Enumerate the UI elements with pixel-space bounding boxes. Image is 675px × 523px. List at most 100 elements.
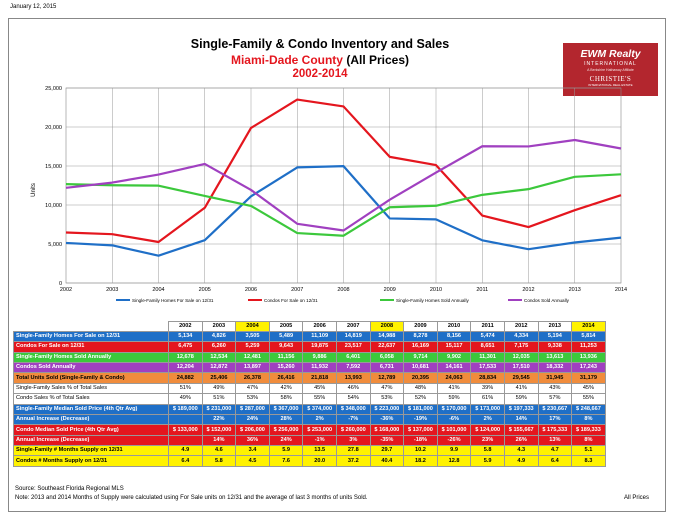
brand-logo: EWM Realty INTERNATIONAL A Berkshire Hat… — [563, 43, 658, 96]
x-tick-label: 2014 — [615, 287, 627, 293]
y-axis-label: Units — [31, 183, 37, 197]
table-row: Condo Median Sold Price (4th Qtr Avg) $ 1… — [13, 424, 606, 436]
table-header-row: 2002 2003 2004 2005 2006 2007 2008 2009 2010 2011… — [14, 321, 606, 332]
table-row-label: Single-Family Homes For Sale on 12/31 — [13, 330, 169, 343]
table-row-label: Total Units Sold (Single-Family & Condo) — [13, 372, 169, 384]
table-cell: 12,789 — [369, 372, 405, 384]
table-cell: -19% — [403, 413, 438, 426]
table-cell: $ 348,000 — [335, 403, 371, 415]
table-cell: 43% — [537, 382, 573, 395]
table-cell: 55% — [302, 393, 337, 405]
table-cell: $ 256,000 — [268, 424, 304, 436]
table-cell: $ 223,000 — [369, 403, 405, 415]
table-row-label: Condos Sold Annually — [13, 361, 169, 374]
table-year-header: 2006 — [302, 321, 337, 332]
table-cell: 53% — [369, 393, 405, 405]
table-cell: 9,714 — [403, 351, 438, 363]
table-cell: 55% — [571, 393, 606, 405]
table-cell: $ 124,000 — [470, 424, 505, 436]
table-cell: 5.8 — [201, 455, 237, 467]
table-cell: 14,161 — [436, 361, 472, 374]
table-cell: 8,278 — [403, 330, 438, 343]
table-cell: 12,035 — [503, 351, 539, 363]
table-cell: $ 152,000 — [201, 424, 237, 436]
table-cell: $ 137,000 — [403, 424, 438, 436]
table-cell: 16,169 — [403, 341, 438, 353]
series-line-1 — [65, 164, 622, 257]
table-cell: $ 175,333 — [537, 424, 573, 436]
y-tick-label: 25,000 — [45, 86, 62, 92]
table-cell: 4,334 — [503, 330, 539, 343]
table-cell: 8,651 — [470, 341, 505, 353]
table-cell: 29.7 — [369, 445, 405, 457]
table-cell: 23% — [470, 434, 505, 447]
table-cell: 14% — [503, 413, 539, 426]
table-row: Single-Family Median Sold Price (4th Qtr… — [13, 403, 606, 415]
table-cell: 5,194 — [537, 330, 573, 343]
table-cell: 61% — [470, 393, 505, 405]
table-cell: 18,332 — [537, 361, 573, 374]
table-cell: 39% — [470, 382, 505, 395]
table-corner — [14, 322, 169, 332]
table-year-header: 2007 — [335, 321, 371, 332]
table-cell: 10.2 — [403, 445, 438, 457]
table-row-label: Single-Family Median Sold Price (4th Qtr… — [13, 403, 169, 415]
table-cell: 46% — [335, 382, 371, 395]
series-line-3 — [65, 173, 622, 237]
table-year-header: 2011 — [470, 321, 505, 332]
table-cell: 19,875 — [302, 341, 337, 353]
table-cell: 47% — [369, 382, 405, 395]
table-cell: 11,301 — [470, 351, 505, 363]
table-cell: 4.9 — [503, 455, 539, 467]
table-cell: 5.1 — [571, 445, 606, 457]
page-date: January 12, 2015 — [10, 4, 57, 10]
table-cell: 3.4 — [235, 445, 270, 457]
table-cell: 59% — [436, 393, 472, 405]
table-row: Condo Sales % of Total Sales 49% 51% 53% 58%… — [13, 393, 606, 405]
table-cell: 11,253 — [571, 341, 606, 353]
table-cell: $ 253,000 — [302, 424, 337, 436]
table-row-label: Annual Increase (Decrease) — [13, 434, 169, 447]
table-cell: 58% — [268, 393, 304, 405]
table-cell — [168, 434, 203, 447]
table-cell: 13,936 — [571, 351, 606, 363]
table-cell: 11,932 — [302, 361, 337, 374]
table-cell: 18.2 — [403, 455, 438, 467]
table-cell: 31,945 — [537, 372, 573, 384]
table-cell: $ 155,667 — [503, 424, 539, 436]
table-cell: $ 206,000 — [235, 424, 270, 436]
table-cell: 3% — [335, 434, 371, 447]
line-chart: Units 0 5,000 10,000 15,000 20,000 25,000 2002… — [31, 86, 627, 303]
logo-tagline: A Berkshire Hathaway Affiliate — [587, 68, 634, 72]
table-cell: 24% — [268, 434, 304, 447]
table-cell: $ 287,000 — [235, 403, 270, 415]
table-cell: 22% — [201, 413, 237, 426]
table-row: Condos # Months Supply on 12/31 6.4 5.8 4.5… — [13, 455, 606, 467]
chart-subtitle: Miami-Dade County (All Prices) — [0, 53, 640, 67]
table-row-label: Annual Increase (Decrease) — [13, 413, 169, 426]
table-cell: 24,882 — [168, 372, 203, 384]
table-cell: 5.9 — [268, 445, 304, 457]
table-cell: 12.8 — [436, 455, 472, 467]
table-cell: $ 230,667 — [537, 403, 573, 415]
table-cell: 26,416 — [268, 372, 304, 384]
y-tick-label: 15,000 — [45, 164, 62, 170]
table-cell: 14,988 — [369, 330, 405, 343]
table-cell: $ 181,000 — [403, 403, 438, 415]
table-cell: 8% — [571, 413, 606, 426]
logo-sub: INTERNATIONAL — [584, 61, 637, 67]
table-cell: -26% — [436, 434, 472, 447]
table-row: Condos For Sale on 12/31 6,475 6,260 5,259 9… — [13, 341, 606, 353]
x-tick-label: 2011 — [476, 287, 488, 293]
table-cell: 31,179 — [571, 372, 606, 384]
table-cell: 12,678 — [168, 351, 203, 363]
table-cell: 4.7 — [537, 445, 573, 457]
table-cell: 48% — [403, 382, 438, 395]
table-cell: 2% — [302, 413, 337, 426]
legend-label: Condos Sold Annually — [524, 298, 570, 303]
table-cell: $ 173,000 — [470, 403, 505, 415]
table-row: Condos Sold Annually 12,204 12,872 13,897 15… — [13, 361, 606, 374]
table-cell: 8,156 — [436, 330, 472, 343]
table-cell: 17,510 — [503, 361, 539, 374]
table-cell: 6.4 — [168, 455, 203, 467]
